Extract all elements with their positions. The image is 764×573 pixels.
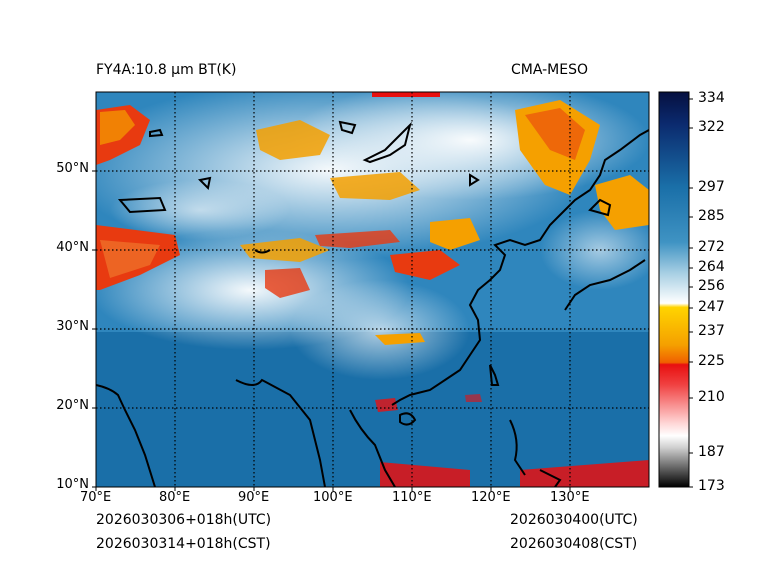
lon-label: 120°E <box>471 490 511 505</box>
lon-label: 130°E <box>550 490 590 505</box>
colorbar-tick-label: 237 <box>698 323 725 339</box>
valid-time-cst: 2026030314+018h(CST) <box>96 536 271 552</box>
colorbar-tick-label: 264 <box>698 259 725 275</box>
lat-label: 50°N <box>56 161 89 176</box>
init-time-cst: 2026030408(CST) <box>510 536 638 552</box>
colorbar-tick-label: 187 <box>698 444 725 460</box>
colorbar-ticks <box>689 98 693 488</box>
lon-label: 80°E <box>159 490 191 505</box>
colorbar-tick-label: 285 <box>698 208 725 224</box>
colorbar-tick-label: 210 <box>698 389 725 405</box>
product-title: FY4A:10.8 µm BT(K) <box>96 62 237 78</box>
colorbar-tick-label: 173 <box>698 478 725 494</box>
satellite-imagery <box>96 92 649 487</box>
valid-time-utc: 2026030306+018h(UTC) <box>96 512 272 528</box>
colorbar-tick-label: 272 <box>698 239 725 255</box>
colorbar-tick-label: 322 <box>698 119 725 135</box>
init-time-utc: 2026030400(UTC) <box>510 512 638 528</box>
lon-label: 70°E <box>80 490 112 505</box>
colorbar-tick-label: 297 <box>698 179 725 195</box>
lat-label: 20°N <box>56 398 89 413</box>
lon-label: 110°E <box>392 490 432 505</box>
colorbar-tick-label: 334 <box>698 90 725 106</box>
coastlines <box>96 120 649 487</box>
colorbar <box>658 91 690 488</box>
lon-label: 100°E <box>313 490 353 505</box>
lon-label: 90°E <box>238 490 270 505</box>
colorbar-tick-label: 247 <box>698 299 725 315</box>
colorbar-tick-label: 225 <box>698 353 725 369</box>
lat-label: 10°N <box>56 477 89 492</box>
axis-ticks <box>92 170 571 491</box>
colorbar-tick-label: 256 <box>698 278 725 294</box>
lat-label: 30°N <box>56 319 89 334</box>
lat-label: 40°N <box>56 240 89 255</box>
map-frame <box>95 91 650 488</box>
model-title: CMA-MESO <box>511 62 589 78</box>
graticule <box>96 92 649 487</box>
